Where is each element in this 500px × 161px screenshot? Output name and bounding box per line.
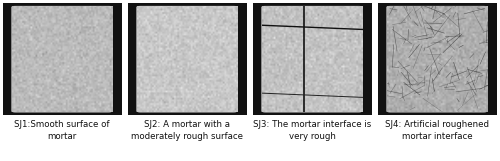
- Text: SJ4: Artificial roughened
mortar interface: SJ4: Artificial roughened mortar interfa…: [385, 120, 489, 142]
- FancyBboxPatch shape: [262, 6, 362, 112]
- Bar: [378, 3, 496, 115]
- Bar: [252, 3, 372, 115]
- Text: SJ2: A mortar with a
moderately rough surface: SJ2: A mortar with a moderately rough su…: [131, 120, 243, 142]
- Bar: [128, 3, 246, 115]
- FancyBboxPatch shape: [136, 6, 237, 112]
- Text: SJ1:Smooth surface of
mortar: SJ1:Smooth surface of mortar: [14, 120, 110, 142]
- FancyBboxPatch shape: [12, 6, 112, 112]
- Bar: [2, 3, 122, 115]
- FancyBboxPatch shape: [386, 6, 488, 112]
- Text: SJ3: The mortar interface is
very rough: SJ3: The mortar interface is very rough: [253, 120, 371, 142]
